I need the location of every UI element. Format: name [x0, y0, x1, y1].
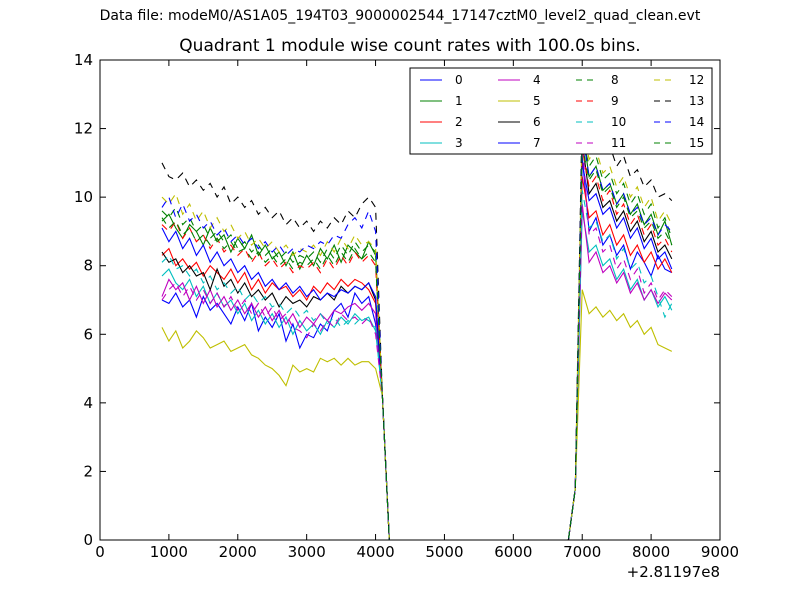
y-tick-label: 12: [74, 120, 93, 138]
legend-label-1: 1: [455, 94, 463, 108]
legend-label-8: 8: [611, 73, 619, 87]
series-line-3: [161, 210, 673, 541]
legend-label-10: 10: [611, 115, 626, 129]
legend-label-14: 14: [689, 115, 704, 129]
series-line-15: [161, 145, 673, 541]
x-tick-label: 0: [95, 543, 105, 561]
y-tick-label: 0: [83, 531, 93, 549]
legend-label-6: 6: [533, 115, 541, 129]
series-line-5: [161, 289, 673, 541]
y-tick-label: 8: [83, 257, 93, 275]
x-tick-label: 6000: [494, 543, 532, 561]
series-line-14: [161, 131, 673, 541]
series-line-9: [161, 149, 673, 541]
series-line-8: [161, 135, 673, 541]
series-line-11: [161, 142, 673, 541]
series-line-6: [161, 142, 673, 541]
x-tick-label: 9000: [701, 543, 739, 561]
x-tick-label: 4000: [356, 543, 394, 561]
y-tick-label: 2: [83, 462, 93, 480]
x-tick-label: 2000: [219, 543, 257, 561]
legend-label-3: 3: [455, 136, 463, 150]
y-tick-label: 6: [83, 325, 93, 343]
series-line-4: [161, 203, 673, 541]
y-tick-label: 14: [74, 51, 93, 69]
legend-box: [409, 67, 713, 155]
figure-suptitle: Data file: modeM0/AS1A05_194T03_90000025…: [99, 8, 701, 24]
legend-label-13: 13: [689, 94, 704, 108]
y-tick-label: 10: [74, 188, 93, 206]
chart-title: Quadrant 1 module wise count rates with …: [179, 36, 641, 56]
x-tick-label: 1000: [150, 543, 188, 561]
series-line-13: [161, 107, 673, 541]
legend-label-2: 2: [455, 115, 463, 129]
series-line-12: [161, 121, 673, 541]
legend-label-4: 4: [533, 73, 541, 87]
series-line-10: [161, 190, 673, 541]
legend-label-12: 12: [689, 73, 704, 87]
x-tick-label: 3000: [288, 543, 326, 561]
y-tick-label: 4: [83, 394, 93, 412]
x-tick-label: 7000: [563, 543, 601, 561]
series-line-7: [161, 162, 673, 541]
legend-label-9: 9: [611, 94, 619, 108]
legend-label-5: 5: [533, 94, 541, 108]
x-offset-label: +2.81197e8: [627, 563, 720, 581]
ticks-layer: 0 1000 2000 3000 4000 5000 6000 7000 8000 9000 0 2 4…: [74, 51, 739, 561]
x-tick-label: 5000: [425, 543, 463, 561]
legend-label-7: 7: [533, 136, 541, 150]
x-tick-label: 8000: [632, 543, 670, 561]
series-layer: [161, 107, 673, 541]
legend-label-11: 11: [611, 136, 626, 150]
plot-frame: [99, 59, 721, 541]
legend-label-15: 15: [689, 136, 704, 150]
series-line-1: [161, 128, 673, 541]
series-line-2: [161, 176, 673, 541]
legend-label-0: 0: [455, 73, 463, 87]
